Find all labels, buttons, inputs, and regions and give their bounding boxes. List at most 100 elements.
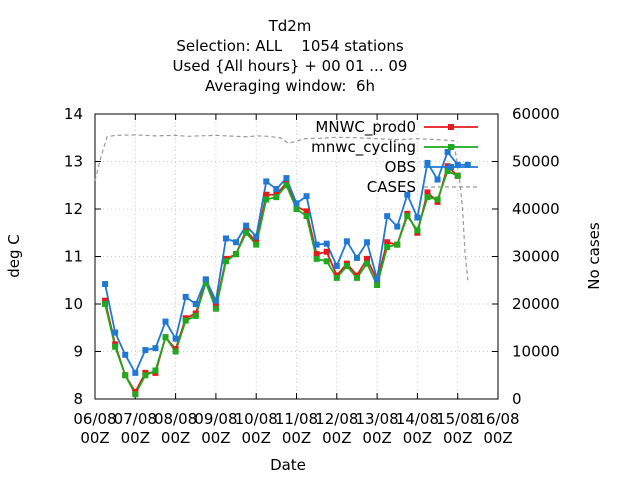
data-point-mnwc_cycling bbox=[404, 213, 411, 220]
y-tick-label: 9 bbox=[73, 343, 83, 361]
data-point-mnwc_prod0 bbox=[313, 251, 320, 258]
data-point-obs bbox=[464, 161, 471, 168]
x-tick-label: 00Z bbox=[322, 429, 351, 447]
data-point-obs bbox=[374, 275, 381, 282]
x-tick-label: 00Z bbox=[242, 429, 271, 447]
data-point-mnwc_cycling bbox=[202, 279, 209, 286]
data-point-mnwc_cycling bbox=[343, 263, 350, 269]
x-tick-label: 00Z bbox=[121, 429, 150, 447]
legend-label: mnwc_cycling bbox=[311, 138, 416, 157]
legend-label: CASES bbox=[367, 178, 416, 196]
data-point-mnwc_cycling bbox=[283, 182, 290, 189]
data-point-mnwc_prod0 bbox=[384, 239, 391, 246]
x-tick-label: 00Z bbox=[80, 429, 109, 447]
x-tick-label: 13/08 bbox=[355, 410, 398, 428]
data-point-obs bbox=[212, 297, 219, 304]
legend-marker-mnwc_prod0 bbox=[448, 124, 454, 130]
data-point-mnwc_cycling bbox=[112, 343, 119, 350]
data-point-obs bbox=[394, 223, 401, 230]
data-point-mnwc_cycling bbox=[162, 334, 169, 341]
data-point-mnwc_cycling bbox=[414, 227, 421, 234]
data-point-obs bbox=[384, 213, 391, 220]
x-tick-label: 00Z bbox=[201, 429, 230, 447]
x-tick-label: 09/08 bbox=[194, 410, 237, 428]
series-line-cases bbox=[94, 134, 469, 281]
y-tick-label: 11 bbox=[64, 248, 83, 266]
data-point-mnwc_cycling bbox=[434, 196, 441, 203]
y2-tick-label: 60000 bbox=[512, 105, 560, 123]
data-point-mnwc_cycling bbox=[152, 367, 159, 374]
data-point-mnwc_prod0 bbox=[323, 248, 330, 255]
data-point-obs bbox=[333, 263, 340, 269]
x-tick-label: 00Z bbox=[282, 429, 311, 447]
data-point-mnwc_cycling bbox=[132, 391, 139, 398]
data-point-mnwc_cycling bbox=[364, 260, 371, 267]
data-point-mnwc_cycling bbox=[303, 213, 310, 220]
x-tick-label: 00Z bbox=[362, 429, 391, 447]
data-point-obs bbox=[253, 233, 260, 240]
series-line-mnwc_cycling bbox=[104, 169, 459, 397]
data-point-obs bbox=[404, 191, 411, 198]
y-axis-label: deg C bbox=[5, 234, 23, 278]
data-point-obs bbox=[313, 241, 320, 248]
y2-tick-label: 50000 bbox=[512, 153, 560, 171]
x-tick-label: 14/08 bbox=[396, 410, 439, 428]
x-axis-label: Date bbox=[270, 456, 306, 474]
title-line-4: Averaging window: 6h bbox=[205, 77, 375, 95]
data-point-mnwc_cycling bbox=[293, 206, 300, 212]
data-point-mnwc_prod0 bbox=[364, 255, 371, 262]
data-point-obs bbox=[434, 176, 441, 183]
title-line-3: Used {All hours} + 00 01 ... 09 bbox=[173, 57, 408, 75]
data-point-obs bbox=[364, 239, 371, 246]
data-point-mnwc_prod0 bbox=[424, 189, 431, 196]
data-point-mnwc_cycling bbox=[313, 255, 320, 262]
legend-marker-mnwc_cycling bbox=[448, 144, 454, 150]
data-point-mnwc_cycling bbox=[243, 229, 250, 236]
data-point-mnwc_cycling bbox=[222, 258, 229, 265]
data-point-mnwc_cycling bbox=[384, 244, 391, 250]
data-point-mnwc_cycling bbox=[454, 172, 461, 179]
data-point-mnwc_cycling bbox=[253, 241, 260, 248]
x-tick-label: 00Z bbox=[443, 429, 472, 447]
data-point-obs bbox=[414, 214, 421, 221]
data-point-obs bbox=[202, 276, 209, 283]
y2-axis-label: No cases bbox=[585, 222, 603, 290]
data-point-obs bbox=[283, 175, 290, 182]
data-point-obs bbox=[152, 345, 159, 352]
data-point-mnwc_cycling bbox=[182, 317, 189, 324]
x-tick-label: 10/08 bbox=[235, 410, 278, 428]
x-tick-label: 15/08 bbox=[436, 410, 479, 428]
data-point-mnwc_cycling bbox=[172, 348, 179, 355]
y-tick-label: 8 bbox=[73, 390, 83, 408]
data-point-mnwc_cycling bbox=[424, 194, 431, 201]
data-point-mnwc_cycling bbox=[233, 251, 240, 258]
data-point-obs bbox=[142, 347, 149, 354]
data-point-obs bbox=[323, 240, 330, 247]
data-point-obs bbox=[353, 254, 360, 261]
data-point-mnwc_cycling bbox=[142, 372, 149, 379]
data-point-obs bbox=[293, 200, 300, 207]
data-point-mnwc_cycling bbox=[333, 274, 340, 281]
x-tick-label: 00Z bbox=[161, 429, 190, 447]
x-tick-label: 00Z bbox=[483, 429, 512, 447]
data-point-obs bbox=[424, 159, 431, 166]
legend-marker-obs bbox=[448, 164, 454, 170]
x-tick-label: 08/08 bbox=[154, 410, 197, 428]
data-point-mnwc_cycling bbox=[353, 274, 360, 281]
data-point-obs bbox=[102, 281, 109, 288]
y-tick-label: 12 bbox=[64, 200, 83, 218]
data-point-obs bbox=[162, 318, 169, 325]
data-point-mnwc_cycling bbox=[212, 305, 219, 312]
y2-tick-label: 30000 bbox=[512, 248, 560, 266]
data-point-mnwc_prod0 bbox=[303, 208, 310, 215]
x-tick-label: 00Z bbox=[403, 429, 432, 447]
data-point-mnwc_cycling bbox=[122, 372, 129, 379]
data-point-mnwc_prod0 bbox=[263, 191, 270, 198]
data-point-obs bbox=[172, 335, 179, 342]
y2-tick-label: 0 bbox=[512, 390, 522, 408]
x-tick-label: 11/08 bbox=[275, 410, 318, 428]
data-point-obs bbox=[263, 178, 270, 185]
x-tick-label: 12/08 bbox=[315, 410, 358, 428]
data-point-mnwc_cycling bbox=[394, 241, 401, 248]
